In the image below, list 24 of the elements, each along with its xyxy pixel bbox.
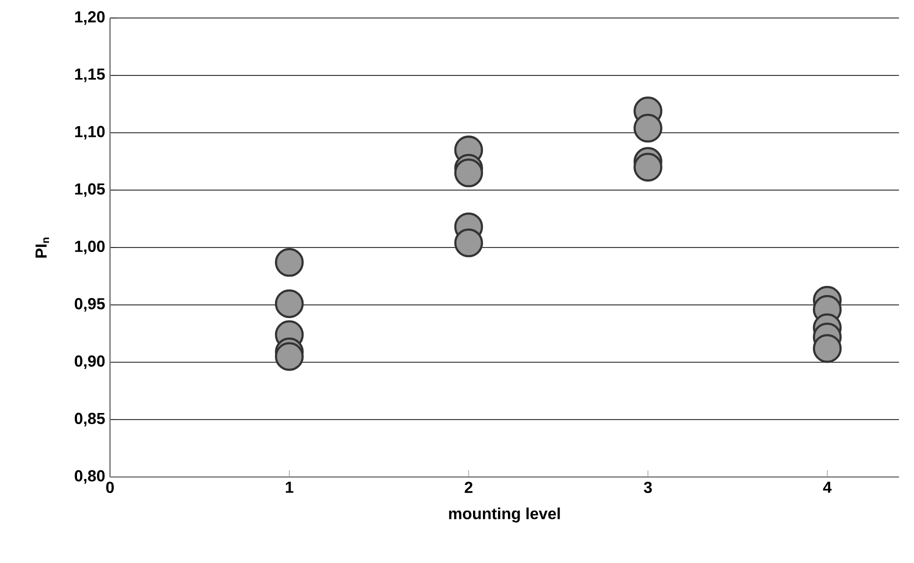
y-tick-label: 1,20 (75, 11, 105, 25)
y-tick-label: 1,05 (75, 183, 105, 197)
point (454, 158, 484, 188)
point (634, 114, 662, 143)
point (274, 342, 304, 371)
x-axis-title: mounting level (449, 508, 560, 523)
x-tick-label: 4 (823, 482, 832, 493)
x-tick-label: 0 (106, 482, 114, 494)
point (274, 289, 304, 318)
x-tick-label: 2 (464, 482, 472, 493)
y-tick-label: 1,00 (75, 240, 105, 254)
y-tick-label: 0,90 (74, 355, 105, 370)
point (812, 334, 842, 363)
x-tick-label: 1 (286, 482, 294, 493)
x-tick-label: 3 (644, 482, 652, 494)
y-tick-label: 1,10 (75, 126, 105, 140)
y-tick-label: 0,80 (74, 470, 105, 484)
point (634, 152, 662, 182)
y-axis-title: PI$_{n}$ (36, 238, 49, 258)
point (274, 248, 304, 277)
point (454, 228, 484, 258)
y-tick-label: 0,85 (74, 412, 105, 426)
y-tick-label: 0,95 (74, 298, 105, 312)
y-tick-label: 1,15 (75, 68, 105, 82)
